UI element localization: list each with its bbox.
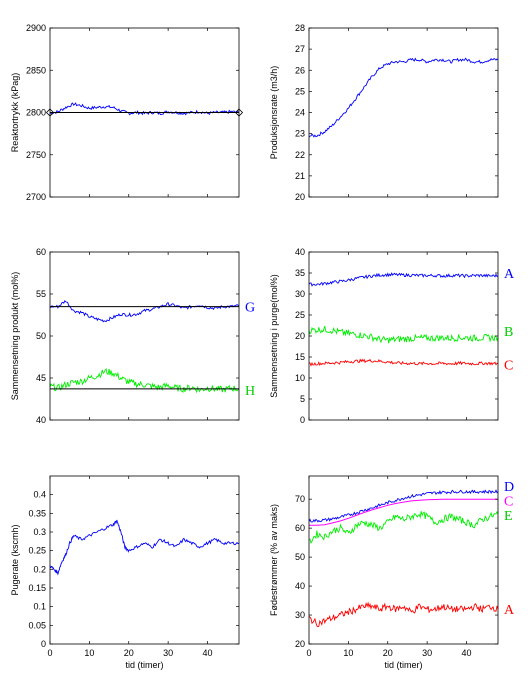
y-tick-label: 26 [295, 65, 305, 75]
y-tick-label: 30 [295, 610, 305, 620]
series-label-b: B [504, 325, 513, 340]
y-tick-label: 2850 [26, 65, 46, 75]
y-tick-label: 0.25 [28, 546, 46, 556]
series-label-g: G [245, 301, 255, 316]
y-tick-label: 0 [41, 639, 46, 649]
y-axis-label: Sammensetning i purge(mol%) [269, 274, 279, 398]
y-axis-label: Fødestrømmer (% av maks) [269, 504, 279, 616]
x-tick-label: 40 [202, 648, 212, 658]
y-tick-label: 22 [295, 150, 305, 160]
y-tick-label: 10 [295, 373, 305, 383]
y-tick-label: 0.2 [33, 564, 46, 574]
series-label-d: D [504, 480, 514, 495]
y-tick-label: 60 [295, 523, 305, 533]
series-label-c: C [504, 495, 513, 510]
series-line-1 [308, 489, 499, 523]
y-tick-label: 45 [36, 373, 46, 383]
chart-panel-1: 2700 2750 2800 2850 2900 Reaktortrykk (kPag) [10, 23, 244, 202]
axes-frame [308, 475, 499, 645]
y-tick-label: 15 [295, 352, 305, 362]
series-line-4 [308, 601, 499, 628]
y-axis-label: Reaktortrykk (kPag) [10, 73, 20, 153]
chart-panel-6: 20 30 40 50 60 70 0 10 20 30 40 Fødestrømmer (% av … [269, 475, 515, 670]
y-tick-label: 60 [36, 247, 46, 257]
y-tick-label: 2800 [26, 108, 46, 118]
y-tick-label: 20 [295, 639, 305, 649]
x-tick-label: 0 [47, 648, 52, 658]
x-tick-label: 30 [163, 648, 173, 658]
series-line-2 [308, 325, 499, 344]
chart-panel-5: 0 0.05 0.1 0.15 0.2 0.25 0.3 0.35 0.4 0 10 20 30 40 Pu… [10, 475, 240, 670]
y-tick-label: 0.35 [28, 508, 46, 518]
axes-frame [49, 475, 240, 645]
x-tick-label: 30 [422, 648, 432, 658]
y-tick-label: 20 [295, 192, 305, 202]
axes-frame [308, 251, 499, 421]
y-tick-label: 70 [295, 494, 305, 504]
series-line-1 [308, 57, 499, 138]
y-tick-label: 20 [295, 331, 305, 341]
y-tick-label: 0 [300, 415, 305, 425]
y-tick-label: 40 [295, 581, 305, 591]
y-tick-label: 25 [295, 86, 305, 96]
axes-frame [308, 27, 499, 198]
y-tick-label: 23 [295, 129, 305, 139]
y-tick-label: 2900 [26, 23, 46, 33]
series-label-a: A [504, 603, 515, 618]
y-tick-label: 2750 [26, 150, 46, 160]
series-line-1 [49, 102, 240, 116]
series-label-a: A [504, 267, 515, 282]
x-tick-label: 10 [84, 648, 94, 658]
chart-panel-2: 20 21 22 23 24 25 26 27 28 Produksjonsrate (m3/h) [269, 23, 499, 202]
x-axis-label: tid (timer) [126, 660, 164, 670]
y-tick-label: 5 [300, 394, 305, 404]
y-axis-label: Produksjonsrate (m3/h) [269, 66, 279, 160]
x-tick-label: 20 [383, 648, 393, 658]
chart-panel-4: 0 5 10 15 20 25 30 35 40 Sammensetning i purge(mo… [269, 247, 515, 425]
series-label-c: C [504, 359, 513, 374]
y-tick-label: 0.05 [28, 620, 46, 630]
series-line-3 [49, 368, 240, 394]
series-line-3 [308, 358, 499, 367]
y-tick-label: 0.1 [33, 602, 46, 612]
y-tick-label: 0.4 [33, 490, 46, 500]
y-tick-label: 24 [295, 108, 305, 118]
x-tick-label: 10 [343, 648, 353, 658]
y-tick-label: 55 [36, 289, 46, 299]
series-line-2 [309, 498, 498, 526]
y-tick-label: 40 [36, 415, 46, 425]
y-tick-label: 50 [295, 552, 305, 562]
y-tick-label: 28 [295, 23, 305, 33]
axes-frame [49, 251, 240, 421]
y-tick-label: 0.3 [33, 527, 46, 537]
y-tick-label: 50 [36, 331, 46, 341]
x-tick-label: 20 [124, 648, 134, 658]
series-line-1 [49, 519, 240, 576]
y-tick-label: 0.15 [28, 583, 46, 593]
x-axis-label: tid (timer) [385, 660, 423, 670]
y-tick-label: 30 [295, 289, 305, 299]
chart-panel-3: 40 45 50 55 60 Sammensetning produkt (mol%) G H [10, 247, 255, 425]
y-tick-label: 27 [295, 44, 305, 54]
y-axis-label: Pugerate (kscmh) [10, 524, 20, 595]
y-tick-label: 25 [295, 310, 305, 320]
x-tick-label: 0 [306, 648, 311, 658]
y-axis-label: Sammensetning produkt (mol%) [10, 272, 20, 401]
y-tick-label: 21 [295, 171, 305, 181]
y-tick-label: 40 [295, 247, 305, 257]
series-line-3 [308, 511, 499, 544]
y-tick-label: 35 [295, 268, 305, 278]
y-tick-label: 2700 [26, 192, 46, 202]
series-label-e: E [504, 509, 513, 524]
series-line-1 [308, 272, 499, 287]
series-label-h: H [245, 384, 255, 399]
series-line-1 [49, 299, 240, 323]
x-tick-label: 40 [461, 648, 471, 658]
